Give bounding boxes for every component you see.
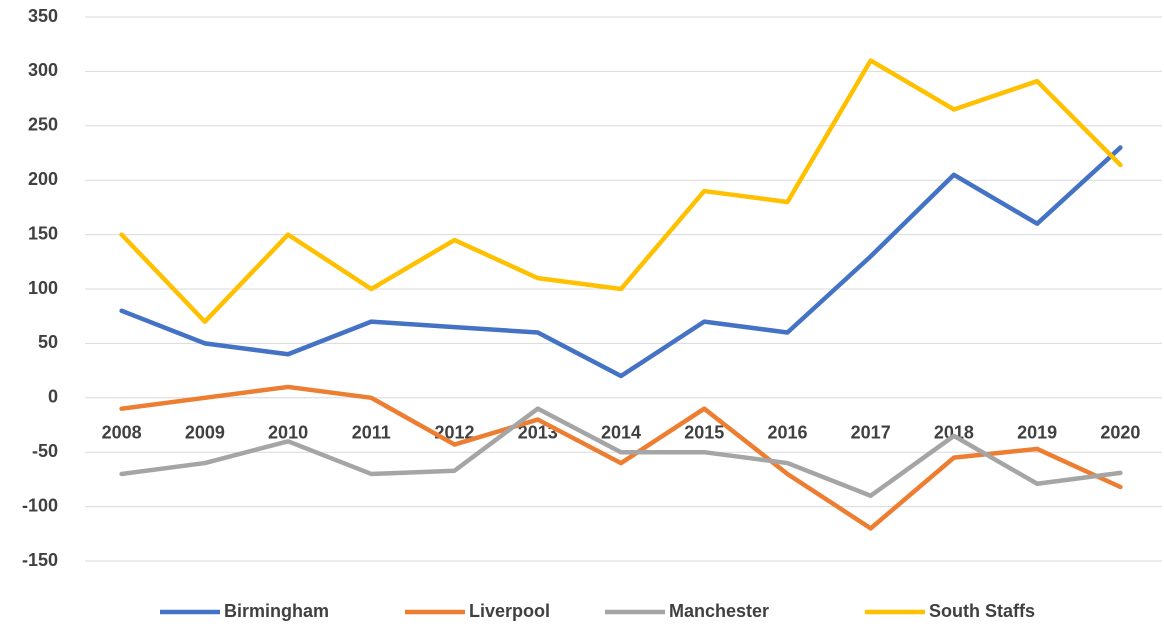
series-line xyxy=(119,145,1123,379)
series-line xyxy=(119,58,1123,324)
y-tick-label: -100 xyxy=(22,495,58,515)
y-tick-label: 350 xyxy=(28,6,58,26)
y-tick-label: -150 xyxy=(22,550,58,570)
legend-label: South Staffs xyxy=(929,601,1035,621)
legend-label: Birmingham xyxy=(224,601,329,621)
x-tick-label: 2010 xyxy=(268,423,308,443)
series-line xyxy=(119,406,1123,498)
x-tick-label: 2016 xyxy=(767,423,807,443)
legend-label: Manchester xyxy=(669,601,769,621)
legend-label: Liverpool xyxy=(469,601,550,621)
x-tick-label: 2020 xyxy=(1100,423,1140,443)
y-tick-label: 300 xyxy=(28,60,58,80)
x-tick-label: 2009 xyxy=(185,423,225,443)
x-tick-label: 2017 xyxy=(851,423,891,443)
y-tick-label: 200 xyxy=(28,169,58,189)
x-tick-label: 2015 xyxy=(684,423,724,443)
x-tick-label: 2014 xyxy=(601,423,641,443)
x-tick-label: 2018 xyxy=(934,423,974,443)
y-tick-label: -50 xyxy=(32,441,58,461)
series-line xyxy=(119,384,1123,531)
x-tick-label: 2019 xyxy=(1017,423,1057,443)
y-tick-label: 100 xyxy=(28,278,58,298)
y-tick-label: 0 xyxy=(48,387,58,407)
x-tick-label: 2008 xyxy=(102,423,142,443)
x-tick-label: 2013 xyxy=(518,423,558,443)
y-tick-label: 150 xyxy=(28,223,58,243)
x-tick-label: 2011 xyxy=(352,423,391,443)
y-tick-label: 250 xyxy=(28,115,58,135)
y-tick-label: 50 xyxy=(38,332,58,352)
